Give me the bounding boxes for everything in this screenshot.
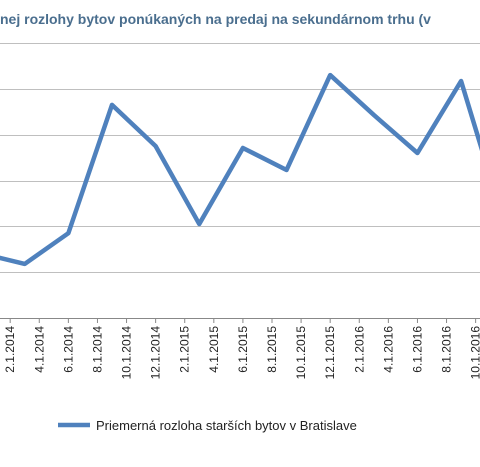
x-axis: 2.1.2014 4.1.2014 6.1.2014 8.1.2014 10.1.201… [3,318,480,379]
x-tick-label: 8.1.2016 [440,326,454,373]
x-tick-label: 4.1.2016 [381,326,395,373]
x-tick-label: 12.1.2015 [323,326,337,380]
x-tick-label: 4.1.2015 [207,326,221,373]
x-tick-label: 10.1.2016 [469,326,480,380]
chart-title: nej rozlohy bytov ponúkaných na predaj n… [0,11,431,27]
x-tick-label: 10.1.2014 [120,326,134,380]
x-tick-label: 12.1.2014 [149,326,163,380]
series-line [0,72,480,267]
x-tick-label: 6.1.2015 [236,326,250,373]
x-tick-label: 6.1.2016 [410,326,424,373]
x-tick-label: 6.1.2014 [61,326,75,373]
x-tick-label: 10.1.2015 [294,326,308,380]
x-tick-label: 2.1.2015 [178,326,192,373]
legend: Priemerná rozloha starších bytov v Brati… [58,418,357,433]
x-tick-label: 4.1.2014 [32,326,46,373]
x-tick-label: 2.1.2014 [3,326,17,373]
legend-label: Priemerná rozloha starších bytov v Brati… [96,418,357,433]
x-tick-label: 8.1.2015 [265,326,279,373]
plot-area [0,72,480,267]
x-tick-label: 2.1.2016 [352,326,366,373]
grid [0,43,480,319]
x-tick-label: 8.1.2014 [90,326,104,373]
